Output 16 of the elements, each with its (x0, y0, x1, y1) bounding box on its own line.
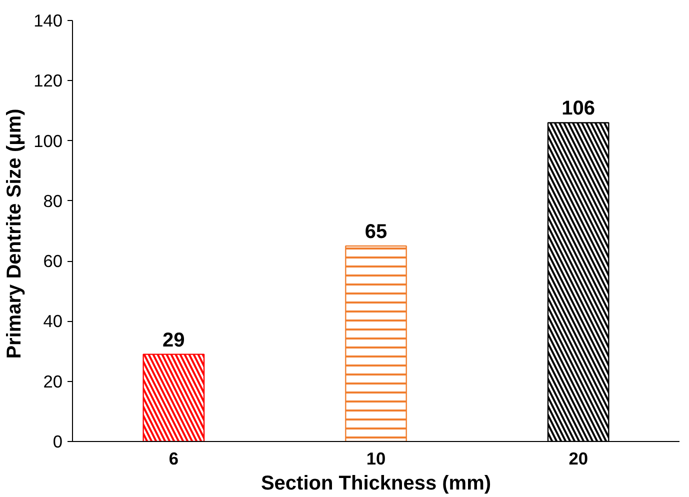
x-tick-label: 20 (568, 448, 588, 468)
data-label: 65 (364, 221, 388, 244)
x-tick-label: 10 (366, 448, 386, 468)
y-tick-label: 20 (43, 371, 63, 392)
y-tick-label: 0 (52, 432, 63, 452)
data-label: 29 (162, 329, 185, 352)
y-tick-label: 100 (34, 130, 63, 151)
x-axis-title: Section Thickness (mm) (260, 472, 492, 494)
y-tick-label: 140 (34, 10, 63, 30)
x-tick-label: 6 (168, 448, 179, 468)
y-axis-title: Primary Dentrite Size (μm) (4, 108, 26, 359)
data-label: 106 (562, 98, 596, 120)
y-tick-label: 80 (43, 190, 63, 211)
y-tick-label: 60 (43, 251, 63, 272)
y-tick-label: 120 (34, 70, 63, 91)
y-tick-label: 40 (43, 311, 63, 332)
